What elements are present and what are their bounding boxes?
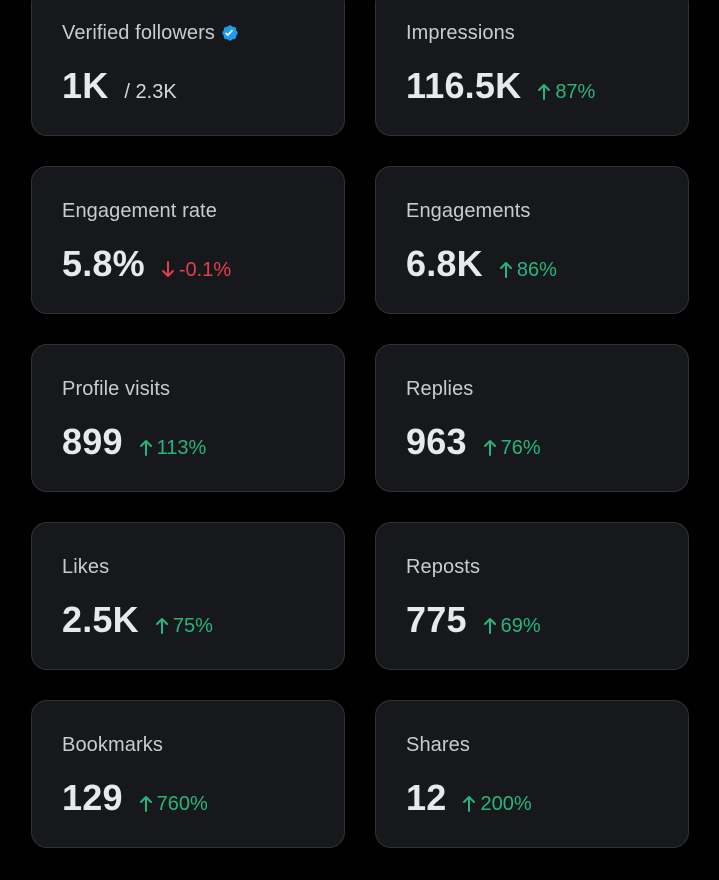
- metric-value: 963: [406, 421, 467, 462]
- metric-value-row: 5.8% -0.1%: [62, 243, 314, 285]
- arrow-up-icon: [139, 439, 153, 456]
- verified-badge-icon: [220, 23, 240, 43]
- metric-value-row: 963 76%: [406, 421, 658, 463]
- metric-card-bookmarks[interactable]: Bookmarks 129 760%: [31, 700, 345, 848]
- metric-title: Verified followers: [62, 21, 314, 45]
- metric-value-row: 899 113%: [62, 421, 314, 463]
- arrow-up-icon: [499, 261, 513, 278]
- metric-value-row: 129 760%: [62, 777, 314, 819]
- metric-card-shares[interactable]: Shares 12 200%: [375, 700, 689, 848]
- arrow-up-icon: [537, 83, 551, 100]
- metric-value: 899: [62, 421, 123, 462]
- arrow-up-icon: [139, 795, 153, 812]
- metric-change-value: 75%: [172, 615, 213, 637]
- metric-change-value: 76%: [500, 437, 541, 459]
- metric-change-value: 87%: [555, 81, 596, 103]
- metric-card-reposts[interactable]: Reposts 775 69%: [375, 522, 689, 670]
- metric-change-value: -0.1%: [178, 259, 232, 281]
- metric-card-engagement-rate[interactable]: Engagement rate 5.8% -0.1%: [31, 166, 345, 314]
- metric-value: 6.8K: [406, 243, 483, 284]
- metric-change: 113%: [139, 437, 207, 460]
- metric-change-value: 86%: [516, 259, 557, 281]
- metric-title: Engagements: [406, 199, 658, 223]
- metric-label: Engagements: [406, 199, 531, 222]
- metric-title: Likes: [62, 555, 314, 579]
- metric-value: 129: [62, 777, 123, 818]
- metric-label: Likes: [62, 555, 110, 578]
- metric-value-row: 116.5K 87%: [406, 65, 658, 107]
- metric-change: 760%: [139, 793, 208, 816]
- arrow-up-icon: [483, 617, 497, 634]
- metric-card-engagements[interactable]: Engagements 6.8K 86%: [375, 166, 689, 314]
- metric-label: Profile visits: [62, 377, 171, 400]
- metric-label: Engagement rate: [62, 199, 217, 222]
- metric-card-verified-followers[interactable]: Verified followers 1K / 2.3K: [31, 0, 345, 136]
- metric-value: 775: [406, 599, 467, 640]
- metric-card-impressions[interactable]: Impressions 116.5K 87%: [375, 0, 689, 136]
- metric-change: 87%: [537, 81, 595, 104]
- metric-label: Impressions: [406, 21, 515, 44]
- metric-change: 76%: [483, 437, 541, 460]
- metric-title: Replies: [406, 377, 658, 401]
- metric-title: Shares: [406, 733, 658, 757]
- metric-value-row: 12 200%: [406, 777, 658, 819]
- metric-title: Bookmarks: [62, 733, 314, 757]
- metric-change-value: 200%: [480, 793, 532, 815]
- arrow-down-icon: [161, 261, 175, 278]
- metric-label: Replies: [406, 377, 474, 400]
- metric-change: 75%: [155, 615, 213, 638]
- metric-total: / 2.3K: [124, 81, 177, 103]
- metric-value-row: 6.8K 86%: [406, 243, 658, 285]
- metric-value: 116.5K: [406, 65, 522, 106]
- metric-card-profile-visits[interactable]: Profile visits 899 113%: [31, 344, 345, 492]
- metric-title: Profile visits: [62, 377, 314, 401]
- metric-change-value: 69%: [500, 615, 541, 637]
- metric-value-row: 775 69%: [406, 599, 658, 641]
- metric-value: 5.8%: [62, 243, 145, 284]
- metric-title: Reposts: [406, 555, 658, 579]
- metric-card-replies[interactable]: Replies 963 76%: [375, 344, 689, 492]
- metric-change-value: 113%: [156, 437, 207, 459]
- metric-value: 12: [406, 777, 447, 818]
- metric-value-row: 1K / 2.3K: [62, 65, 314, 107]
- metrics-grid: Verified followers 1K / 2.3K Impressions…: [31, 0, 689, 848]
- metric-title: Impressions: [406, 21, 658, 45]
- arrow-up-icon: [155, 617, 169, 634]
- metric-label: Verified followers: [62, 21, 215, 44]
- metric-change: 86%: [499, 259, 557, 282]
- metric-change: 200%: [462, 793, 532, 816]
- metric-change-value: 760%: [156, 793, 208, 815]
- metric-card-likes[interactable]: Likes 2.5K 75%: [31, 522, 345, 670]
- metric-label: Reposts: [406, 555, 481, 578]
- arrow-up-icon: [483, 439, 497, 456]
- metric-change: -0.1%: [161, 259, 231, 282]
- metric-label: Shares: [406, 733, 470, 756]
- metric-change: 69%: [483, 615, 541, 638]
- arrow-up-icon: [462, 795, 476, 812]
- metric-value: 1K: [62, 65, 109, 106]
- metric-value: 2.5K: [62, 599, 139, 640]
- metric-title: Engagement rate: [62, 199, 314, 223]
- metric-value-row: 2.5K 75%: [62, 599, 314, 641]
- metric-label: Bookmarks: [62, 733, 163, 756]
